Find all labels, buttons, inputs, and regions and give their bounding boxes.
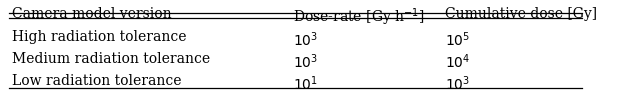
Text: Cumulative dose [Gy]: Cumulative dose [Gy] <box>445 7 596 21</box>
Text: $10^3$: $10^3$ <box>445 74 470 93</box>
Text: Medium radiation tolerance: Medium radiation tolerance <box>12 52 210 66</box>
Text: $10^1$: $10^1$ <box>293 74 318 93</box>
Text: Dose-rate [Gy h$^{-1}$]: Dose-rate [Gy h$^{-1}$] <box>293 7 424 29</box>
Text: Low radiation tolerance: Low radiation tolerance <box>12 74 182 88</box>
Text: High radiation tolerance: High radiation tolerance <box>12 30 187 44</box>
Text: $10^4$: $10^4$ <box>445 52 470 71</box>
Text: $10^3$: $10^3$ <box>293 52 318 71</box>
Text: $10^3$: $10^3$ <box>293 30 318 48</box>
Text: Camera model version: Camera model version <box>12 7 172 21</box>
Text: $10^5$: $10^5$ <box>445 30 470 48</box>
